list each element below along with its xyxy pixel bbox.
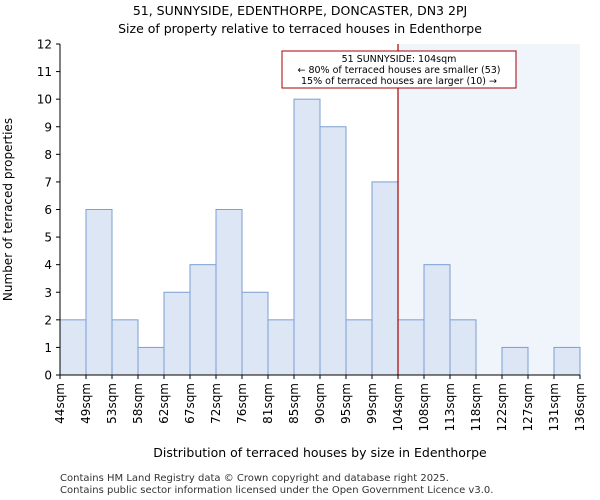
bars-group: [59, 98, 581, 376]
x-tick-label-95sqm: 95sqm: [339, 383, 353, 424]
x-tick-label-131sqm: 131sqm: [547, 383, 561, 431]
annotation-line-3: 15% of terraced houses are larger (10) →: [301, 76, 497, 87]
x-tick-label-49sqm: 49sqm: [79, 383, 93, 424]
y-tick-label-8: 8: [44, 148, 52, 162]
bar-53sqm: [111, 319, 139, 376]
bar-72sqm: [215, 209, 243, 376]
y-tick-label-9: 9: [44, 120, 52, 134]
annotation-line-1: 51 SUNNYSIDE: 104sqm: [342, 54, 457, 65]
bar-99sqm: [371, 181, 399, 376]
chart-subtitle: Size of property relative to terraced ho…: [118, 21, 482, 36]
y-tick-label-6: 6: [44, 203, 52, 217]
footer-line-1: Contains HM Land Registry data © Crown c…: [60, 473, 449, 484]
bar-62sqm: [163, 291, 191, 376]
bar-90sqm: [319, 126, 347, 376]
x-tick-label-67sqm: 67sqm: [183, 383, 197, 424]
y-tick-label-4: 4: [44, 258, 52, 272]
x-axis: 44sqm 49sqm 53sqm 58sqm 62sqm 67sqm 72sqm 76sqm…: [53, 374, 587, 431]
y-tick-label-3: 3: [44, 286, 52, 300]
y-tick-label-11: 11: [37, 65, 52, 79]
y-axis-label: Number of terraced properties: [1, 118, 15, 301]
x-tick-label-108sqm: 108sqm: [417, 383, 431, 431]
x-tick-label-44sqm: 44sqm: [53, 383, 67, 424]
x-tick-label-136sqm: 136sqm: [573, 383, 587, 431]
bar-49sqm: [85, 209, 113, 376]
x-tick-label-85sqm: 85sqm: [287, 383, 301, 424]
chart-title: 51, SUNNYSIDE, EDENTHORPE, DONCASTER, DN…: [132, 3, 468, 18]
bar-76sqm: [241, 291, 269, 376]
bar-95sqm: [345, 319, 373, 376]
x-tick-label-104sqm: 104sqm: [391, 383, 405, 431]
annotation-border: [281, 50, 517, 89]
y-tick-label-10: 10: [37, 93, 52, 107]
bar-85sqm: [293, 98, 321, 376]
x-axis-label: Distribution of terraced houses by size …: [153, 445, 487, 460]
x-tick-label-113sqm: 113sqm: [443, 383, 457, 431]
x-tick-label-76sqm: 76sqm: [235, 383, 249, 424]
bar-113sqm: [449, 319, 477, 376]
y-tick-label-0: 0: [44, 369, 52, 383]
x-tick-label-58sqm: 58sqm: [131, 383, 145, 424]
footer-line-2: Contains public sector information licen…: [60, 485, 494, 496]
x-tick-label-62sqm: 62sqm: [157, 383, 171, 424]
x-tick-label-90sqm: 90sqm: [313, 383, 327, 424]
bar-58sqm: [137, 346, 165, 376]
bar-122sqm: [501, 346, 529, 376]
y-tick-label-7: 7: [44, 175, 52, 189]
x-tick-label-127sqm: 127sqm: [521, 383, 535, 431]
y-tick-label-2: 2: [44, 313, 52, 327]
y-tick-label-1: 1: [44, 341, 52, 355]
x-tick-label-53sqm: 53sqm: [105, 383, 119, 424]
bar-104sqm: [397, 319, 425, 376]
x-tick-label-99sqm: 99sqm: [365, 383, 379, 424]
bar-81sqm: [267, 319, 295, 376]
bar-108sqm: [423, 264, 451, 376]
bar-131sqm: [553, 346, 581, 376]
bar-67sqm: [189, 264, 217, 376]
bar-44sqm: [59, 319, 87, 376]
x-tick-label-81sqm: 81sqm: [261, 383, 275, 424]
y-tick-label-5: 5: [44, 231, 52, 245]
y-tick-label-12: 12: [37, 38, 52, 52]
annotation-box: 51 SUNNYSIDE: 104sqm ← 80% of terraced h…: [281, 50, 517, 89]
x-tick-label-72sqm: 72sqm: [209, 383, 223, 424]
annotation-line-2: ← 80% of terraced houses are smaller (53…: [297, 65, 500, 76]
x-tick-label-118sqm: 118sqm: [469, 383, 483, 431]
x-tick-label-122sqm: 122sqm: [495, 383, 509, 431]
